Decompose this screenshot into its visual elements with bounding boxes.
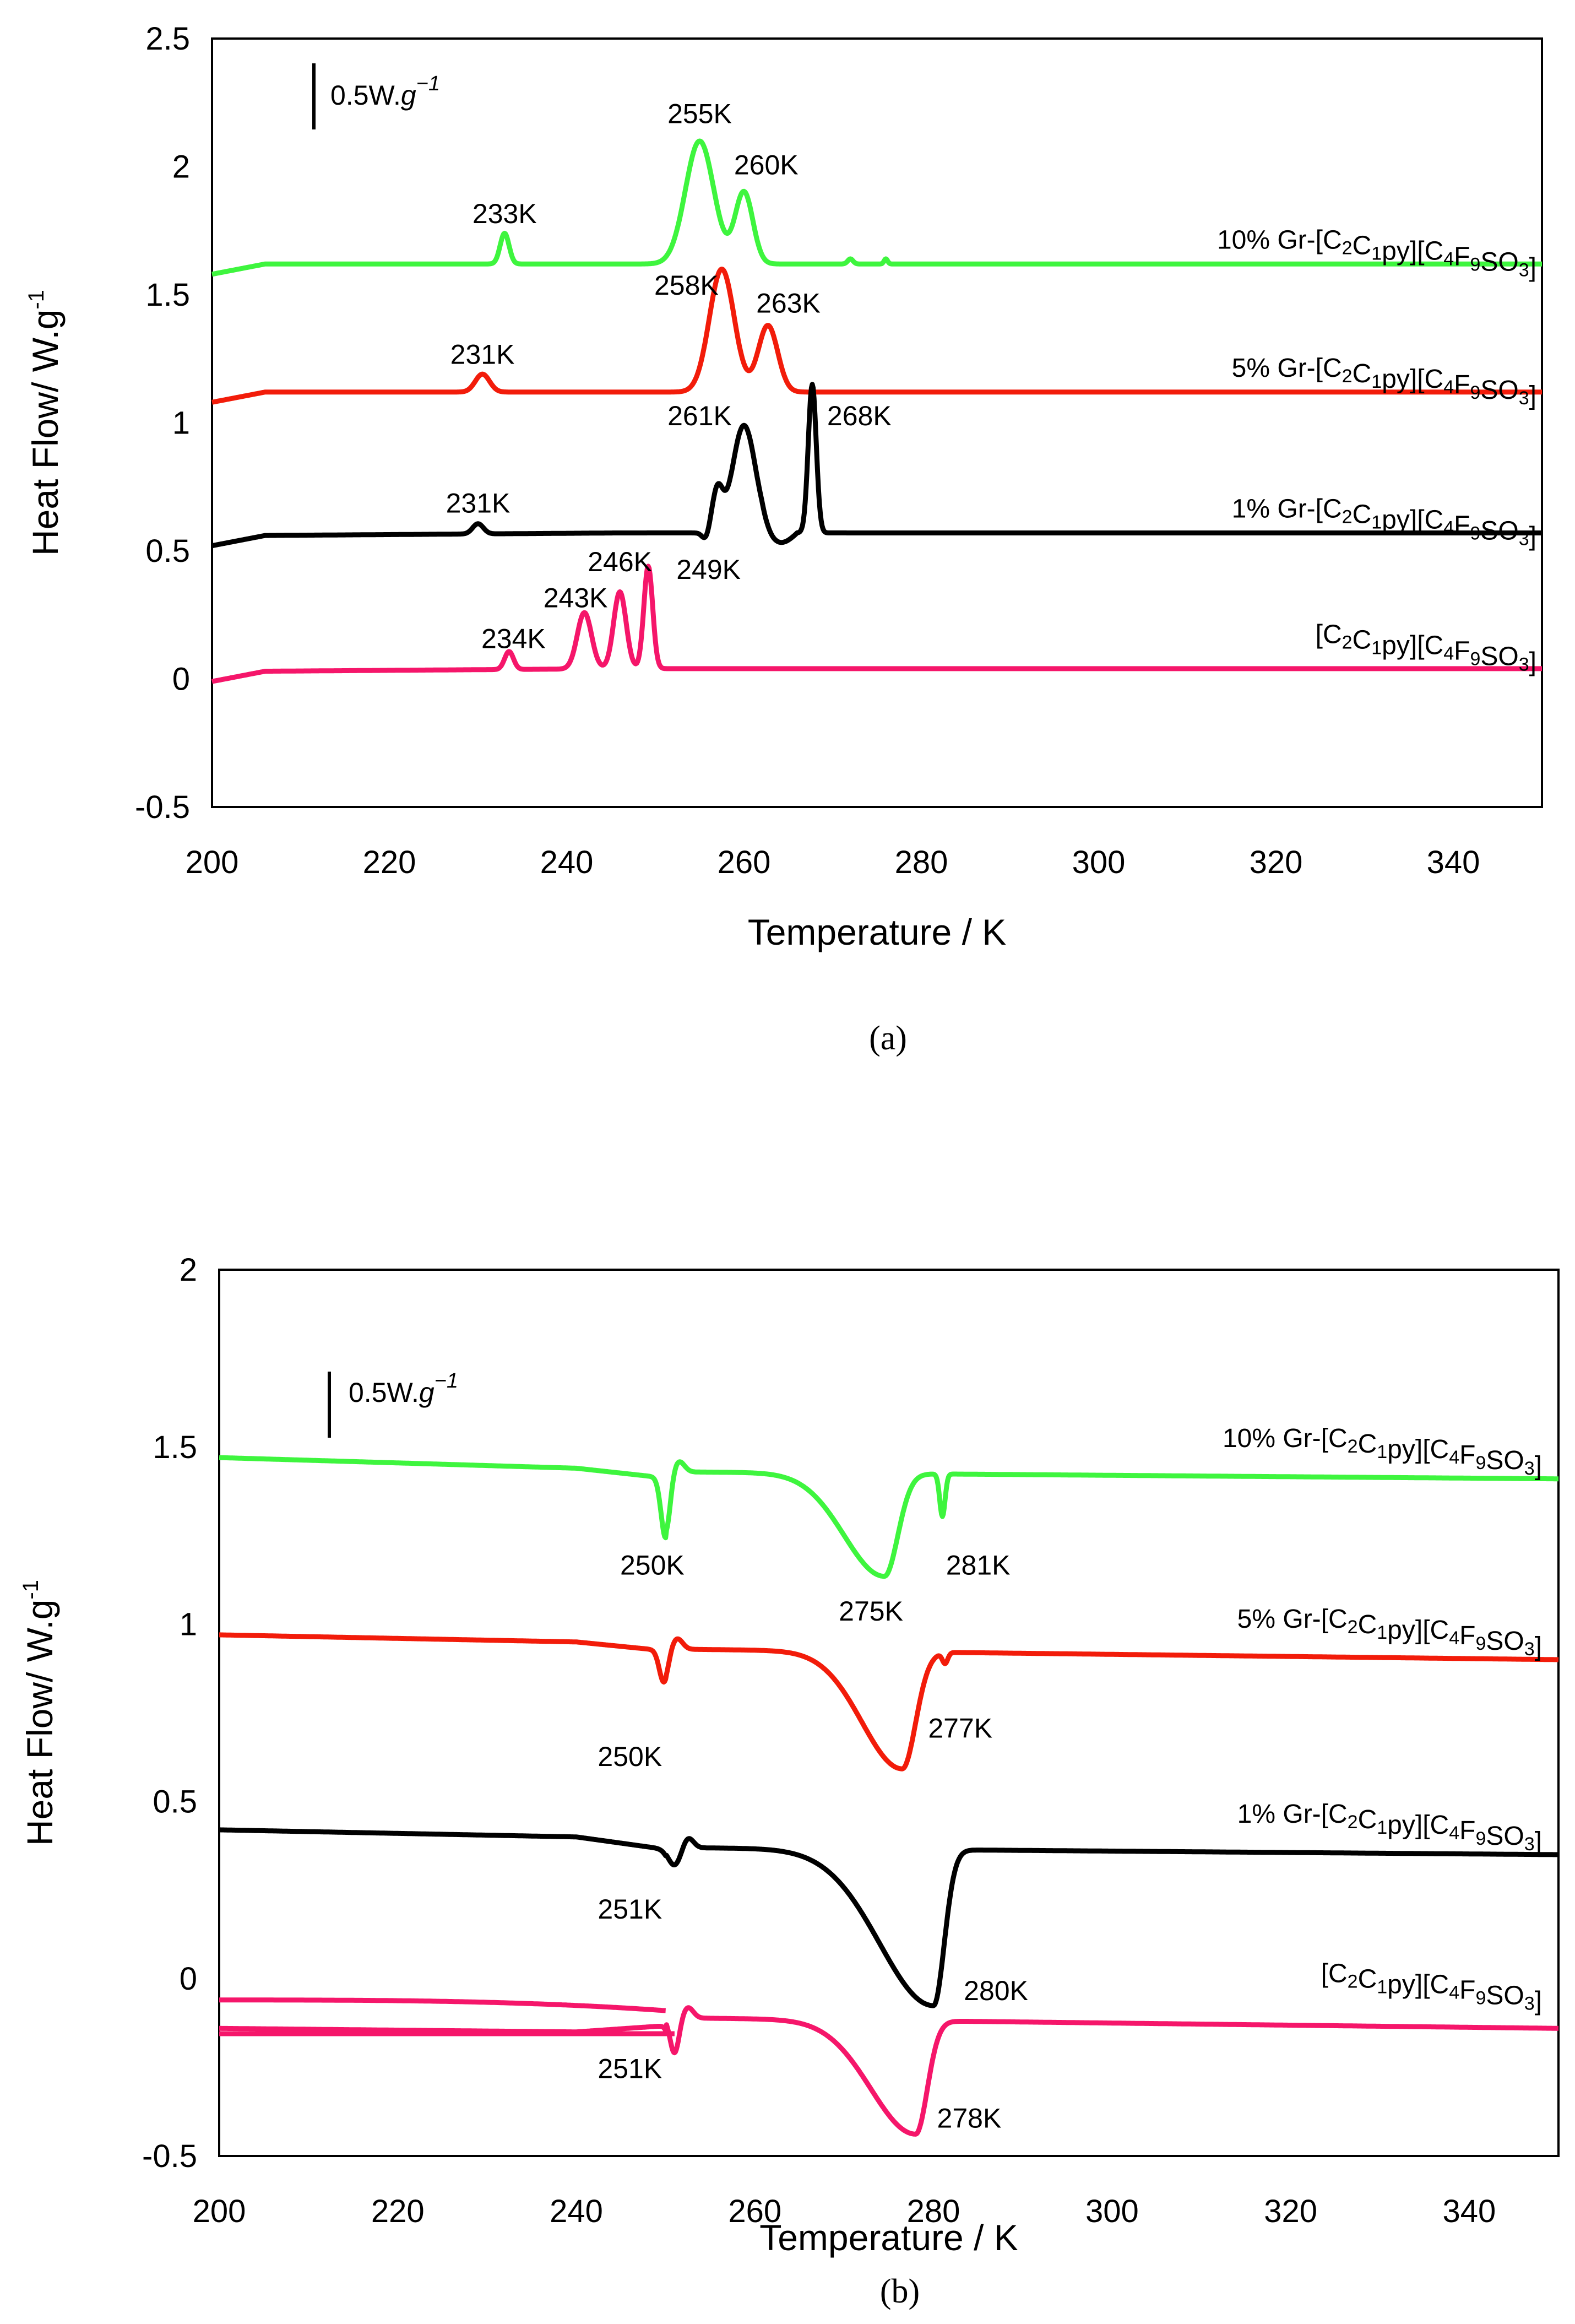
series-legend-label: 10% Gr-[C2C1py][C4F9SO3] (1217, 225, 1536, 282)
peak-annotation: 255K (667, 98, 732, 129)
series-line (210, 267, 1544, 405)
peak-annotation: 251K (598, 1894, 662, 1925)
series-legend-label: [C2C1py][C4F9SO3] (1321, 1959, 1542, 2016)
x-axis-label: Temperature / K (759, 2217, 1018, 2258)
y-axis-label: Heat Flow/ W.g-1 (24, 290, 66, 556)
x-tick-label: 280 (907, 2193, 960, 2229)
y-tick-label: -0.5 (142, 2138, 197, 2174)
peak-annotation: 250K (620, 1550, 685, 1580)
series-legend-label: 10% Gr-[C2C1py][C4F9SO3] (1223, 1424, 1542, 1481)
series-legend-label: 1% Gr-[C2C1py][C4F9SO3] (1237, 1800, 1542, 1856)
scale-bar-label: 0.5W.g−1 (349, 1369, 458, 1408)
x-tick-label: 300 (1085, 2193, 1139, 2229)
peak-annotation: 263K (756, 288, 821, 319)
y-tick-label: 1 (180, 1607, 197, 1643)
peak-annotation: 249K (676, 554, 741, 585)
y-tick-label: 1 (172, 405, 190, 441)
x-tick-label: 280 (895, 844, 948, 880)
series-line (218, 1827, 1560, 2008)
y-tick-label: 0 (180, 1961, 197, 1997)
peak-annotation: 233K (472, 198, 537, 229)
x-axis-label: Temperature / K (748, 912, 1007, 952)
x-tick-label: 220 (371, 2193, 425, 2229)
scale-bar-label: 0.5W.g−1 (330, 72, 440, 111)
series-line (210, 138, 1544, 277)
peak-annotation: 275K (839, 1596, 903, 1627)
x-tick-label: 240 (540, 844, 594, 880)
y-tick-label: 0 (172, 662, 190, 697)
y-tick-label: 0.5 (145, 533, 190, 569)
peak-annotation: 243K (544, 582, 608, 613)
y-tick-label: 0.5 (153, 1784, 197, 1819)
x-tick-label: 340 (1442, 2193, 1496, 2229)
peak-annotation: 231K (450, 339, 515, 370)
peak-annotation: 258K (654, 270, 719, 301)
figure-caption: (b) (880, 2273, 920, 2310)
peak-annotation: 260K (734, 149, 799, 180)
series-line (218, 1455, 1560, 1579)
x-tick-label: 200 (193, 2193, 246, 2229)
x-tick-label: 240 (550, 2193, 603, 2229)
y-tick-label: -0.5 (135, 789, 190, 825)
x-tick-label: 340 (1427, 844, 1480, 880)
series-line (210, 382, 1544, 549)
series-legend-label: [C2C1py][C4F9SO3] (1316, 620, 1536, 676)
x-tick-label: 260 (718, 844, 771, 880)
peak-annotation: 234K (481, 624, 546, 654)
peak-annotation: 246K (588, 546, 652, 577)
x-tick-label: 300 (1072, 844, 1126, 880)
y-tick-label: 2 (172, 149, 190, 185)
peak-annotation: 280K (964, 1975, 1028, 2006)
x-tick-label: 320 (1264, 2193, 1317, 2229)
y-tick-label: 1.5 (145, 277, 190, 313)
peak-annotation: 251K (598, 2053, 662, 2084)
chart-panel-b: -0.5 0 0.5 1 1.5 2 200 220 240 260 280 300 320 340 Tem… (19, 1252, 1560, 2310)
series-line (210, 564, 1544, 684)
series-legend-label: 5% Gr-[C2C1py][C4F9SO3] (1232, 354, 1536, 410)
peak-annotation: 277K (928, 1713, 992, 1744)
y-tick-label: 2.5 (145, 21, 190, 57)
x-tick-label: 220 (363, 844, 416, 880)
series-line-cooling-trace (219, 1997, 666, 2013)
peak-annotation: 231K (446, 487, 510, 518)
peak-annotation: 281K (946, 1550, 1011, 1580)
peak-annotation: 268K (827, 400, 892, 431)
chart-panel-a: -0.5 0 0.5 1 1.5 2 2.5 200 220 240 260 280 300 320 340… (24, 21, 1544, 1057)
series-line (218, 1632, 1560, 1772)
x-tick-label: 260 (728, 2193, 781, 2229)
plot-area-frame (211, 37, 1543, 808)
series-legend-label: 5% Gr-[C2C1py][C4F9SO3] (1237, 1605, 1542, 1661)
y-axis-label: Heat Flow/ W.g-1 (19, 1580, 60, 1846)
peak-annotation: 250K (598, 1741, 662, 1772)
x-tick-label: 200 (186, 844, 239, 880)
figure-caption: (a) (869, 1020, 907, 1057)
y-tick-label: 1.5 (153, 1429, 197, 1465)
peak-annotation: 261K (667, 400, 732, 431)
x-tick-label: 320 (1250, 844, 1303, 880)
series-line (218, 2005, 1560, 2137)
series-legend-label: 1% Gr-[C2C1py][C4F9SO3] (1232, 495, 1536, 551)
peak-annotation: 278K (937, 2103, 1002, 2134)
y-tick-label: 2 (180, 1252, 197, 1288)
plot-area-frame (218, 1269, 1560, 2157)
